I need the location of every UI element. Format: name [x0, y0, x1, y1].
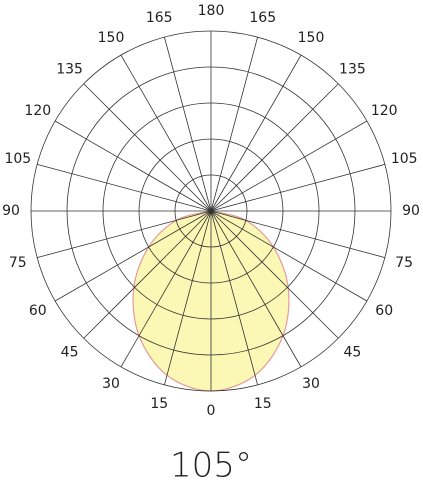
grid-spoke — [83, 210, 212, 339]
grid-spoke — [37, 210, 212, 258]
angle-label: 180 — [198, 3, 225, 19]
angle-label: 75 — [395, 255, 413, 271]
grid-spoke — [210, 210, 302, 368]
caption: 105° — [170, 446, 252, 486]
grid-spoke — [37, 164, 212, 212]
grid-spoke — [120, 210, 212, 368]
angle-label: 45 — [344, 344, 362, 360]
angle-label: 135 — [339, 62, 366, 78]
angle-label: 60 — [375, 303, 393, 319]
grid-spoke — [210, 54, 302, 212]
grid-spoke — [210, 210, 258, 385]
grid-spoke — [210, 37, 258, 212]
grid-spoke — [54, 210, 212, 302]
angle-label: 15 — [150, 396, 168, 412]
angle-label: 150 — [298, 30, 325, 46]
angle-label: 60 — [29, 303, 47, 319]
angle-label: 150 — [98, 30, 125, 46]
grid-spoke — [54, 120, 212, 212]
angle-label: 15 — [254, 396, 272, 412]
grid-spoke — [210, 210, 339, 339]
angle-label: 135 — [56, 62, 83, 78]
angle-label: 75 — [9, 255, 27, 271]
angle-label: 165 — [249, 10, 276, 26]
angle-label: 105 — [4, 151, 31, 167]
angle-label: 0 — [207, 403, 216, 419]
angle-label: 120 — [371, 103, 398, 119]
angle-label: 165 — [146, 10, 173, 26]
grid-spoke — [210, 120, 368, 212]
angle-label: 105 — [391, 151, 418, 167]
angle-label: 90 — [402, 203, 420, 219]
grid-spoke — [164, 37, 212, 212]
angle-label: 120 — [24, 103, 51, 119]
grid-spoke — [210, 210, 385, 258]
angle-label: 90 — [2, 203, 20, 219]
grid-spoke — [210, 164, 385, 212]
angle-label: 45 — [61, 344, 79, 360]
angle-label: 30 — [302, 376, 320, 392]
grid-spoke — [120, 54, 212, 212]
grid-spoke — [164, 210, 212, 385]
grid-spoke — [210, 210, 368, 302]
grid-spoke — [210, 83, 339, 212]
grid-spoke — [83, 83, 212, 212]
angle-label: 30 — [102, 376, 120, 392]
